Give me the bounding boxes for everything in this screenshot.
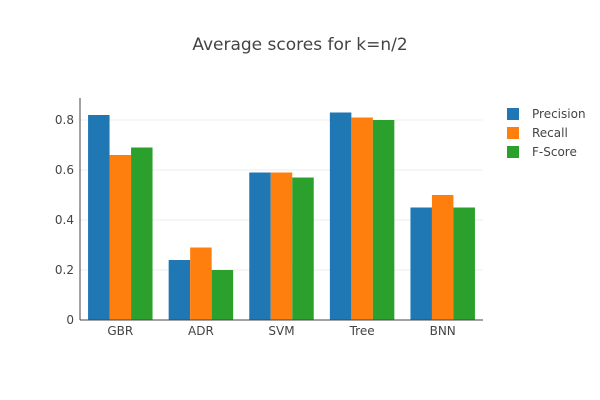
bar-precision-gbr[interactable] xyxy=(88,115,110,320)
bar-f-score-adr[interactable] xyxy=(211,270,234,320)
bar-recall-bnn[interactable] xyxy=(431,195,454,320)
bar-f-score-gbr[interactable] xyxy=(131,147,153,321)
x-tick-label: GBR xyxy=(107,324,133,338)
x-tick-label: ADR xyxy=(188,324,214,338)
bar-recall-tree[interactable] xyxy=(351,117,373,321)
legend-label: Recall xyxy=(532,126,568,140)
legend-swatch xyxy=(507,127,519,139)
bar-precision-tree[interactable] xyxy=(329,112,352,321)
legend-item-f-score[interactable]: F-Score xyxy=(507,145,577,159)
y-tick-label: 0.2 xyxy=(55,263,74,277)
x-tick-label: SVM xyxy=(268,324,294,338)
x-tick-label: BNN xyxy=(430,324,456,338)
y-tick-label: 0.4 xyxy=(55,213,74,227)
bar-recall-gbr[interactable] xyxy=(109,155,132,320)
legend: Precision Recall F-Score xyxy=(507,107,586,159)
legend-label: Precision xyxy=(532,107,586,121)
axes: 0 0.2 0.4 0.6 0.8 GBR ADR SVM Tree BNN xyxy=(55,98,483,338)
bar-precision-bnn[interactable] xyxy=(410,207,432,321)
bar-recall-svm[interactable] xyxy=(270,172,293,321)
chart-title: Average scores for k=n/2 xyxy=(192,35,407,55)
legend-swatch xyxy=(507,108,519,120)
bar-f-score-svm[interactable] xyxy=(292,177,314,321)
bar-precision-svm[interactable] xyxy=(249,172,271,321)
y-tick-label: 0 xyxy=(66,313,74,327)
x-tick-label: Tree xyxy=(349,324,375,338)
y-tick-label: 0.6 xyxy=(55,163,74,177)
legend-item-precision[interactable]: Precision xyxy=(507,107,586,121)
legend-item-recall[interactable]: Recall xyxy=(507,126,568,140)
legend-label: F-Score xyxy=(532,145,577,159)
bar-f-score-bnn[interactable] xyxy=(453,207,475,321)
bar-f-score-tree[interactable] xyxy=(372,120,395,320)
bar-recall-adr[interactable] xyxy=(190,247,212,321)
bars xyxy=(88,112,475,321)
bar-precision-adr[interactable] xyxy=(168,260,191,320)
y-tick-label: 0.8 xyxy=(55,113,74,127)
legend-swatch xyxy=(507,146,519,158)
